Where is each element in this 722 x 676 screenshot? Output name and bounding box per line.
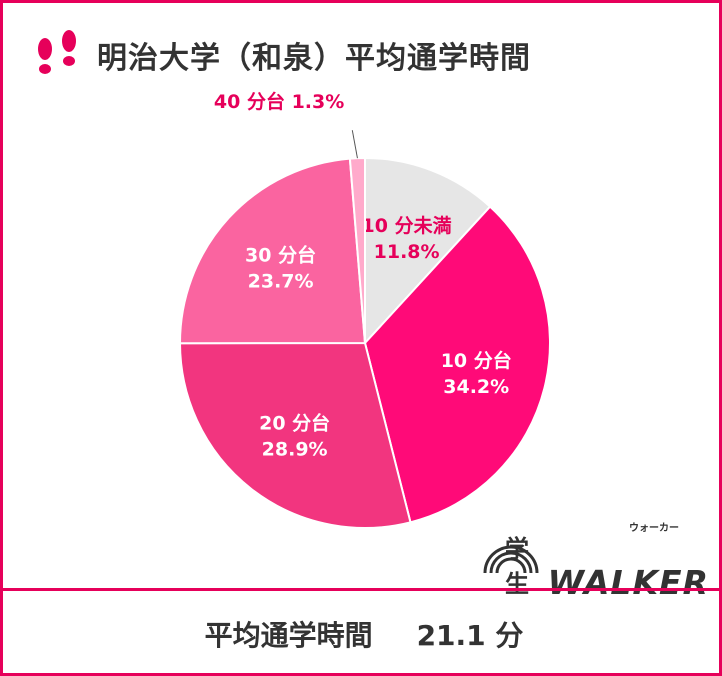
- slice-value-1: 11.8%: [374, 241, 440, 263]
- slice-name-4: 30 分台: [245, 243, 316, 266]
- slice-value-2: 34.2%: [443, 376, 509, 398]
- pie-slice-3: [178, 341, 412, 529]
- chart-title: 明治大学（和泉）平均通学時間: [97, 41, 531, 76]
- logo-ruby: ウォーカー: [629, 523, 679, 534]
- pie-chart: 10 分未満 11.8% 10 分台 34.2% 20 分台 28.9% 30 分台 23.7…: [178, 90, 551, 529]
- pie-slice-4: [178, 157, 367, 345]
- slice-value-4: 23.7%: [248, 270, 314, 292]
- slice-label-5: 40 分台 1.3%: [214, 90, 344, 113]
- slice-name-3: 20 分台: [259, 412, 330, 435]
- slice-name-2: 10 分台: [441, 349, 512, 372]
- footer-value: 21.1 分: [416, 618, 524, 652]
- footer-divider: [3, 588, 722, 591]
- title-row: 明治大学（和泉）平均通学時間: [33, 25, 531, 85]
- logo-prefix: 学生: [505, 535, 529, 598]
- footer: 平均通学時間 21.1 分: [3, 591, 722, 676]
- footprints-icon: [38, 30, 76, 74]
- gakusei-walker-logo: ウォーカー 学生 WALKER: [479, 515, 709, 599]
- slice-name-1: 10 分未満: [362, 214, 452, 237]
- callout-line: [351, 130, 358, 159]
- pie-slice-2: [363, 205, 551, 524]
- logo-name: WALKER: [547, 563, 709, 602]
- pie-slice-1: [364, 156, 492, 346]
- logo-arc-icon: [483, 545, 539, 574]
- footer-label: 平均通学時間: [204, 618, 373, 652]
- pie-slice-5: [348, 156, 366, 344]
- slice-value-3: 28.9%: [262, 439, 328, 461]
